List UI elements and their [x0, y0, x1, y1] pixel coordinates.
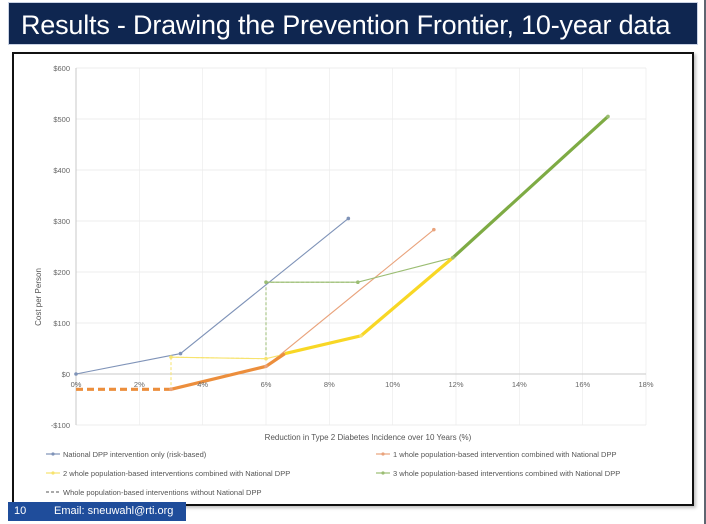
x-tick-label: 14% [512, 380, 527, 389]
data-point-3 [359, 333, 363, 338]
data-point-2 [432, 227, 436, 232]
y-tick-label: $0 [62, 370, 70, 379]
x-tick-label: 0% [71, 380, 82, 389]
data-point-3 [264, 356, 268, 361]
legend-label: National DPP intervention only (risk-bas… [63, 450, 207, 459]
series-line-3 [170, 257, 454, 360]
x-tick-label: 8% [324, 380, 335, 389]
frontier-green [451, 115, 610, 259]
y-tick-label: $300 [53, 217, 70, 226]
legend-label: 1 whole population-based intervention co… [393, 450, 616, 459]
x-tick-label: 12% [448, 380, 463, 389]
legend: National DPP intervention only (risk-bas… [46, 450, 620, 497]
legend-marker [51, 471, 55, 475]
chart-frame: -$100 $0 $100 $200 $300 $400 $500 $600 0% 2% 4% 6% 8… [12, 52, 694, 506]
chart-svg: -$100 $0 $100 $200 $300 $400 $500 $600 0% 2% 4% 6% 8… [34, 64, 654, 497]
grid [75, 67, 647, 426]
x-tick-label: 2% [134, 380, 145, 389]
series-line-2 [170, 229, 435, 390]
y-tick-label: $200 [53, 268, 70, 277]
data-point-4 [356, 280, 360, 284]
page-number: 10 [14, 505, 27, 517]
x-axis-label: Reduction in Type 2 Diabetes Incidence o… [265, 433, 472, 442]
legend-marker [381, 452, 385, 456]
data-point-3 [169, 355, 173, 359]
series-lines [75, 116, 609, 390]
y-tick-label: $100 [53, 319, 70, 328]
footer-bar [8, 502, 186, 521]
data-point-1 [74, 372, 78, 376]
x-tick-label: 6% [261, 380, 272, 389]
legend-label: 2 whole population-based interventions c… [63, 469, 290, 478]
series-line-1 [75, 218, 349, 375]
axes [75, 68, 646, 425]
x-tick-label: 16% [575, 380, 590, 389]
x-tick-label: 4% [197, 380, 208, 389]
data-point-4 [451, 255, 455, 260]
y-tick-label: $600 [53, 64, 70, 73]
legend-marker [381, 471, 385, 475]
y-tick-label: $400 [53, 166, 70, 175]
legend-label: Whole population-based interventions wit… [63, 488, 261, 497]
y-axis-label: Cost per Person [34, 268, 43, 326]
title-bar: Results - Drawing the Prevention Frontie… [8, 2, 698, 45]
guide-lines [170, 281, 358, 390]
series-line-4 [266, 116, 609, 283]
tick-labels: -$100 $0 $100 $200 $300 $400 $500 $600 0% 2% 4% 6% 8… [51, 64, 654, 430]
x-tick-label: 18% [638, 380, 653, 389]
legend-label: 3 whole population-based interventions c… [393, 469, 620, 478]
y-tick-label: -$100 [51, 421, 70, 430]
legend-marker [51, 452, 55, 456]
slide-title: Results - Drawing the Prevention Frontie… [21, 10, 671, 40]
frontier-lines [76, 115, 610, 391]
data-point-1 [178, 351, 183, 356]
y-tick-label: $500 [53, 115, 70, 124]
data-point-2 [264, 364, 268, 369]
email-text[interactable]: Email: sneuwahl@rti.org [54, 505, 174, 517]
data-point-2 [169, 387, 173, 392]
data-point-4 [606, 114, 610, 119]
data-point-1 [346, 216, 351, 221]
series-points [74, 114, 610, 392]
data-point-4 [264, 280, 268, 284]
x-tick-label: 10% [385, 380, 400, 389]
